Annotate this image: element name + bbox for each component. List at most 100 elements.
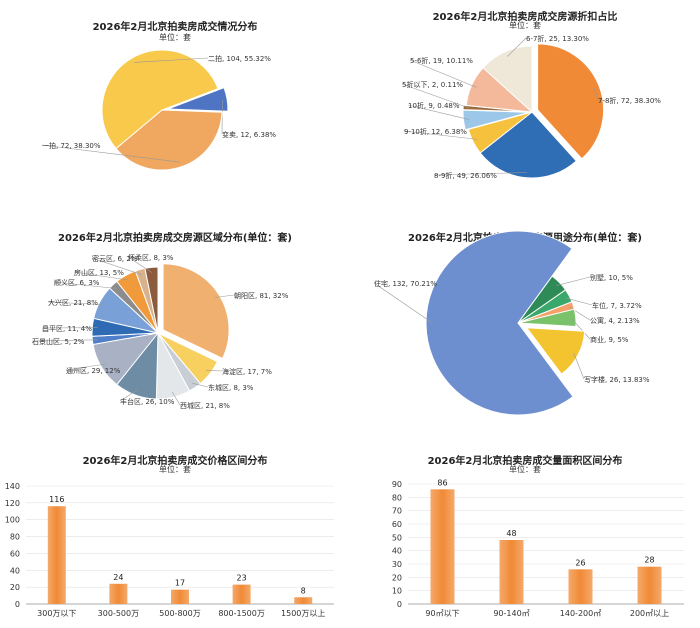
bar-500-800万 [171, 589, 189, 604]
leader-line [119, 389, 138, 402]
slice-label-石景山区: 石景山区, 5, 2% [32, 337, 85, 346]
y-tick-label: 100 [5, 516, 20, 525]
pie-slice-变卖 [167, 87, 229, 112]
bar-value-label: 17 [175, 579, 185, 588]
chart-unit: 单位：套 [509, 21, 541, 30]
leader-line [573, 352, 585, 380]
slice-label-怀柔区: 怀柔区, 8, 3% [128, 253, 174, 262]
pie-chart-2: 7-8折, 72, 38.30% 8-9折, 49, 26.06% 9-10折, 1… [401, 34, 661, 180]
leader-line [593, 87, 599, 101]
y-tick-label: 120 [5, 499, 20, 508]
leader-line [127, 256, 153, 273]
leader-line [41, 144, 180, 163]
chart-panel-3: 2026年2月北京拍卖房成交房源区域分布(单位：套) 朝阳区, 81, 32% 海… [0, 215, 350, 425]
y-tick-label: 40 [10, 566, 20, 575]
x-tick-label: 800-1500万 [218, 609, 265, 618]
pie-chart-4: 别墅, 10, 5% 车位, 7, 3.72% 公寓, 4, 2.13% 商业, 9,… [373, 230, 650, 416]
chart-panel-4: 2026年2月北京拍卖房成交房源用途分布(单位：套) 别墅, 10, 5%车位,… [350, 215, 700, 425]
y-tick-label: 140 [5, 482, 20, 491]
bar-140-200㎡ [568, 569, 593, 604]
slice-label-5-6折: 5-6折, 19, 10.11% [410, 56, 473, 65]
bar-300-500万 [109, 583, 128, 604]
bar-800-1500万 [232, 584, 251, 604]
bar-300万以下 [47, 506, 66, 604]
leader-line [401, 83, 469, 109]
x-tick-label: 1500万以上 [281, 609, 325, 618]
bar-value-label: 116 [49, 495, 64, 504]
bar-value-label: 8 [301, 586, 306, 595]
y-tick-label: 0 [397, 600, 402, 609]
pie-slice-写字楼 [525, 327, 586, 375]
bar-value-label: 28 [644, 556, 654, 565]
leader-line [433, 172, 527, 176]
leader-line [409, 59, 477, 88]
slice-label-10折: 10折, 9, 0.48% [408, 101, 460, 110]
slice-label-商业: 商业, 9, 5% [590, 335, 629, 344]
leader-line [53, 281, 117, 289]
pie-slice-10折 [462, 109, 530, 131]
pie-slice-6-7折 [482, 45, 533, 114]
leader-line [47, 301, 105, 305]
x-tick-label: 500-800万 [159, 609, 200, 618]
bar-value-label: 48 [506, 529, 516, 538]
y-tick-label: 50 [392, 533, 402, 542]
slice-label-5折以下: 5折以下, 2, 0.11% [402, 80, 463, 89]
x-tick-label: 140-200㎡ [560, 609, 601, 618]
slice-label-一拍: 一拍, 72, 38.30% [42, 141, 101, 150]
slice-label-昌平区: 昌平区, 11, 4% [42, 325, 92, 333]
leader-line [134, 57, 209, 63]
slice-label-车位: 车位, 7, 3.72% [592, 301, 642, 310]
slice-label-房山区: 房山区, 13, 5% [74, 268, 124, 277]
slice-label-8-9折: 8-9折, 49, 26.06% [434, 171, 497, 180]
y-tick-label: 80 [392, 493, 402, 502]
chart-panel-6: 2026年2月北京拍卖房成交量面积区间分布 单位：套 0 10 20 30 40 50 60… [350, 440, 700, 628]
y-tick-label: 90 [392, 480, 402, 489]
pie-slice-住宅 [425, 230, 574, 416]
y-tick-label: 70 [392, 507, 402, 516]
pie-slice-一拍 [115, 109, 223, 171]
y-tick-label: 60 [10, 549, 20, 558]
y-tick-label: 40 [392, 547, 402, 556]
pie-chart-1: 二拍, 104, 55.32% 变卖, 12, 6.38% 一拍, 72, 38.3… [41, 49, 276, 171]
y-tick-label: 20 [392, 573, 402, 582]
x-tick-label: 200㎡以上 [630, 609, 669, 618]
leader-line [568, 306, 591, 321]
leader-line [214, 294, 235, 298]
x-tick-label: 300-500万 [98, 609, 139, 618]
chart-title: 2026年2月北京拍卖房成交量面积区间分布 [427, 456, 623, 467]
y-tick-label: 60 [392, 520, 402, 529]
pie-slice-二拍 [101, 49, 219, 150]
chart-unit: 单位：套 [159, 33, 191, 42]
slice-label-变卖: 变卖, 12, 6.38% [222, 130, 276, 139]
slice-label-住宅: 住宅, 132, 70.21% [374, 279, 437, 288]
x-tick-label: 90-140㎡ [493, 609, 529, 618]
chart-title: 2026年2月北京拍卖房成交情况分布 [92, 22, 258, 33]
bar-value-label: 26 [575, 558, 585, 567]
slice-label-东城区: 东城区, 8, 3% [208, 383, 254, 392]
chart-title: 2026年2月北京拍卖房成交房源折扣占比 [432, 12, 618, 23]
pie-slice-7-8折 [537, 43, 605, 160]
leader-line [556, 276, 591, 286]
slice-label-大兴区: 大兴区, 21, 8% [48, 298, 98, 307]
chart-panel-1: 2026年2月北京拍卖房成交情况分布 单位：套 二拍, 104, 55.32% 变… [0, 0, 350, 210]
leader-line [65, 363, 106, 371]
y-tick-label: 10 [392, 587, 402, 596]
leader-line [171, 391, 181, 406]
slice-label-写字楼: 写字楼, 26, 13.83% [584, 375, 650, 384]
leader-line [31, 339, 98, 342]
slice-label-7-8折: 7-8折, 72, 38.30% [598, 96, 661, 105]
leader-line [570, 317, 591, 340]
y-tick-label: 20 [10, 583, 20, 592]
y-tick-label: 30 [392, 560, 402, 569]
leader-line [73, 271, 129, 281]
slice-label-通州区: 通州区, 29, 12% [66, 366, 121, 375]
slice-label-6-7折: 6-7折, 25, 13.30% [526, 34, 589, 43]
x-tick-label: 90㎡以下 [425, 609, 459, 618]
bar-chart-2: 0 10 20 30 40 50 60 70 80 90 86 90㎡以下 48 90-140㎡ 26 140… [392, 478, 684, 618]
bar-value-label: 24 [113, 573, 123, 582]
leader-line [192, 382, 209, 388]
slice-label-西城区: 西城区, 21, 8% [180, 402, 230, 410]
chart-title: 2026年2月北京拍卖房成交房源区域分布(单位：套) [58, 233, 292, 244]
pie-slice-商业 [517, 308, 577, 328]
bar-1500万以上 [294, 597, 313, 604]
